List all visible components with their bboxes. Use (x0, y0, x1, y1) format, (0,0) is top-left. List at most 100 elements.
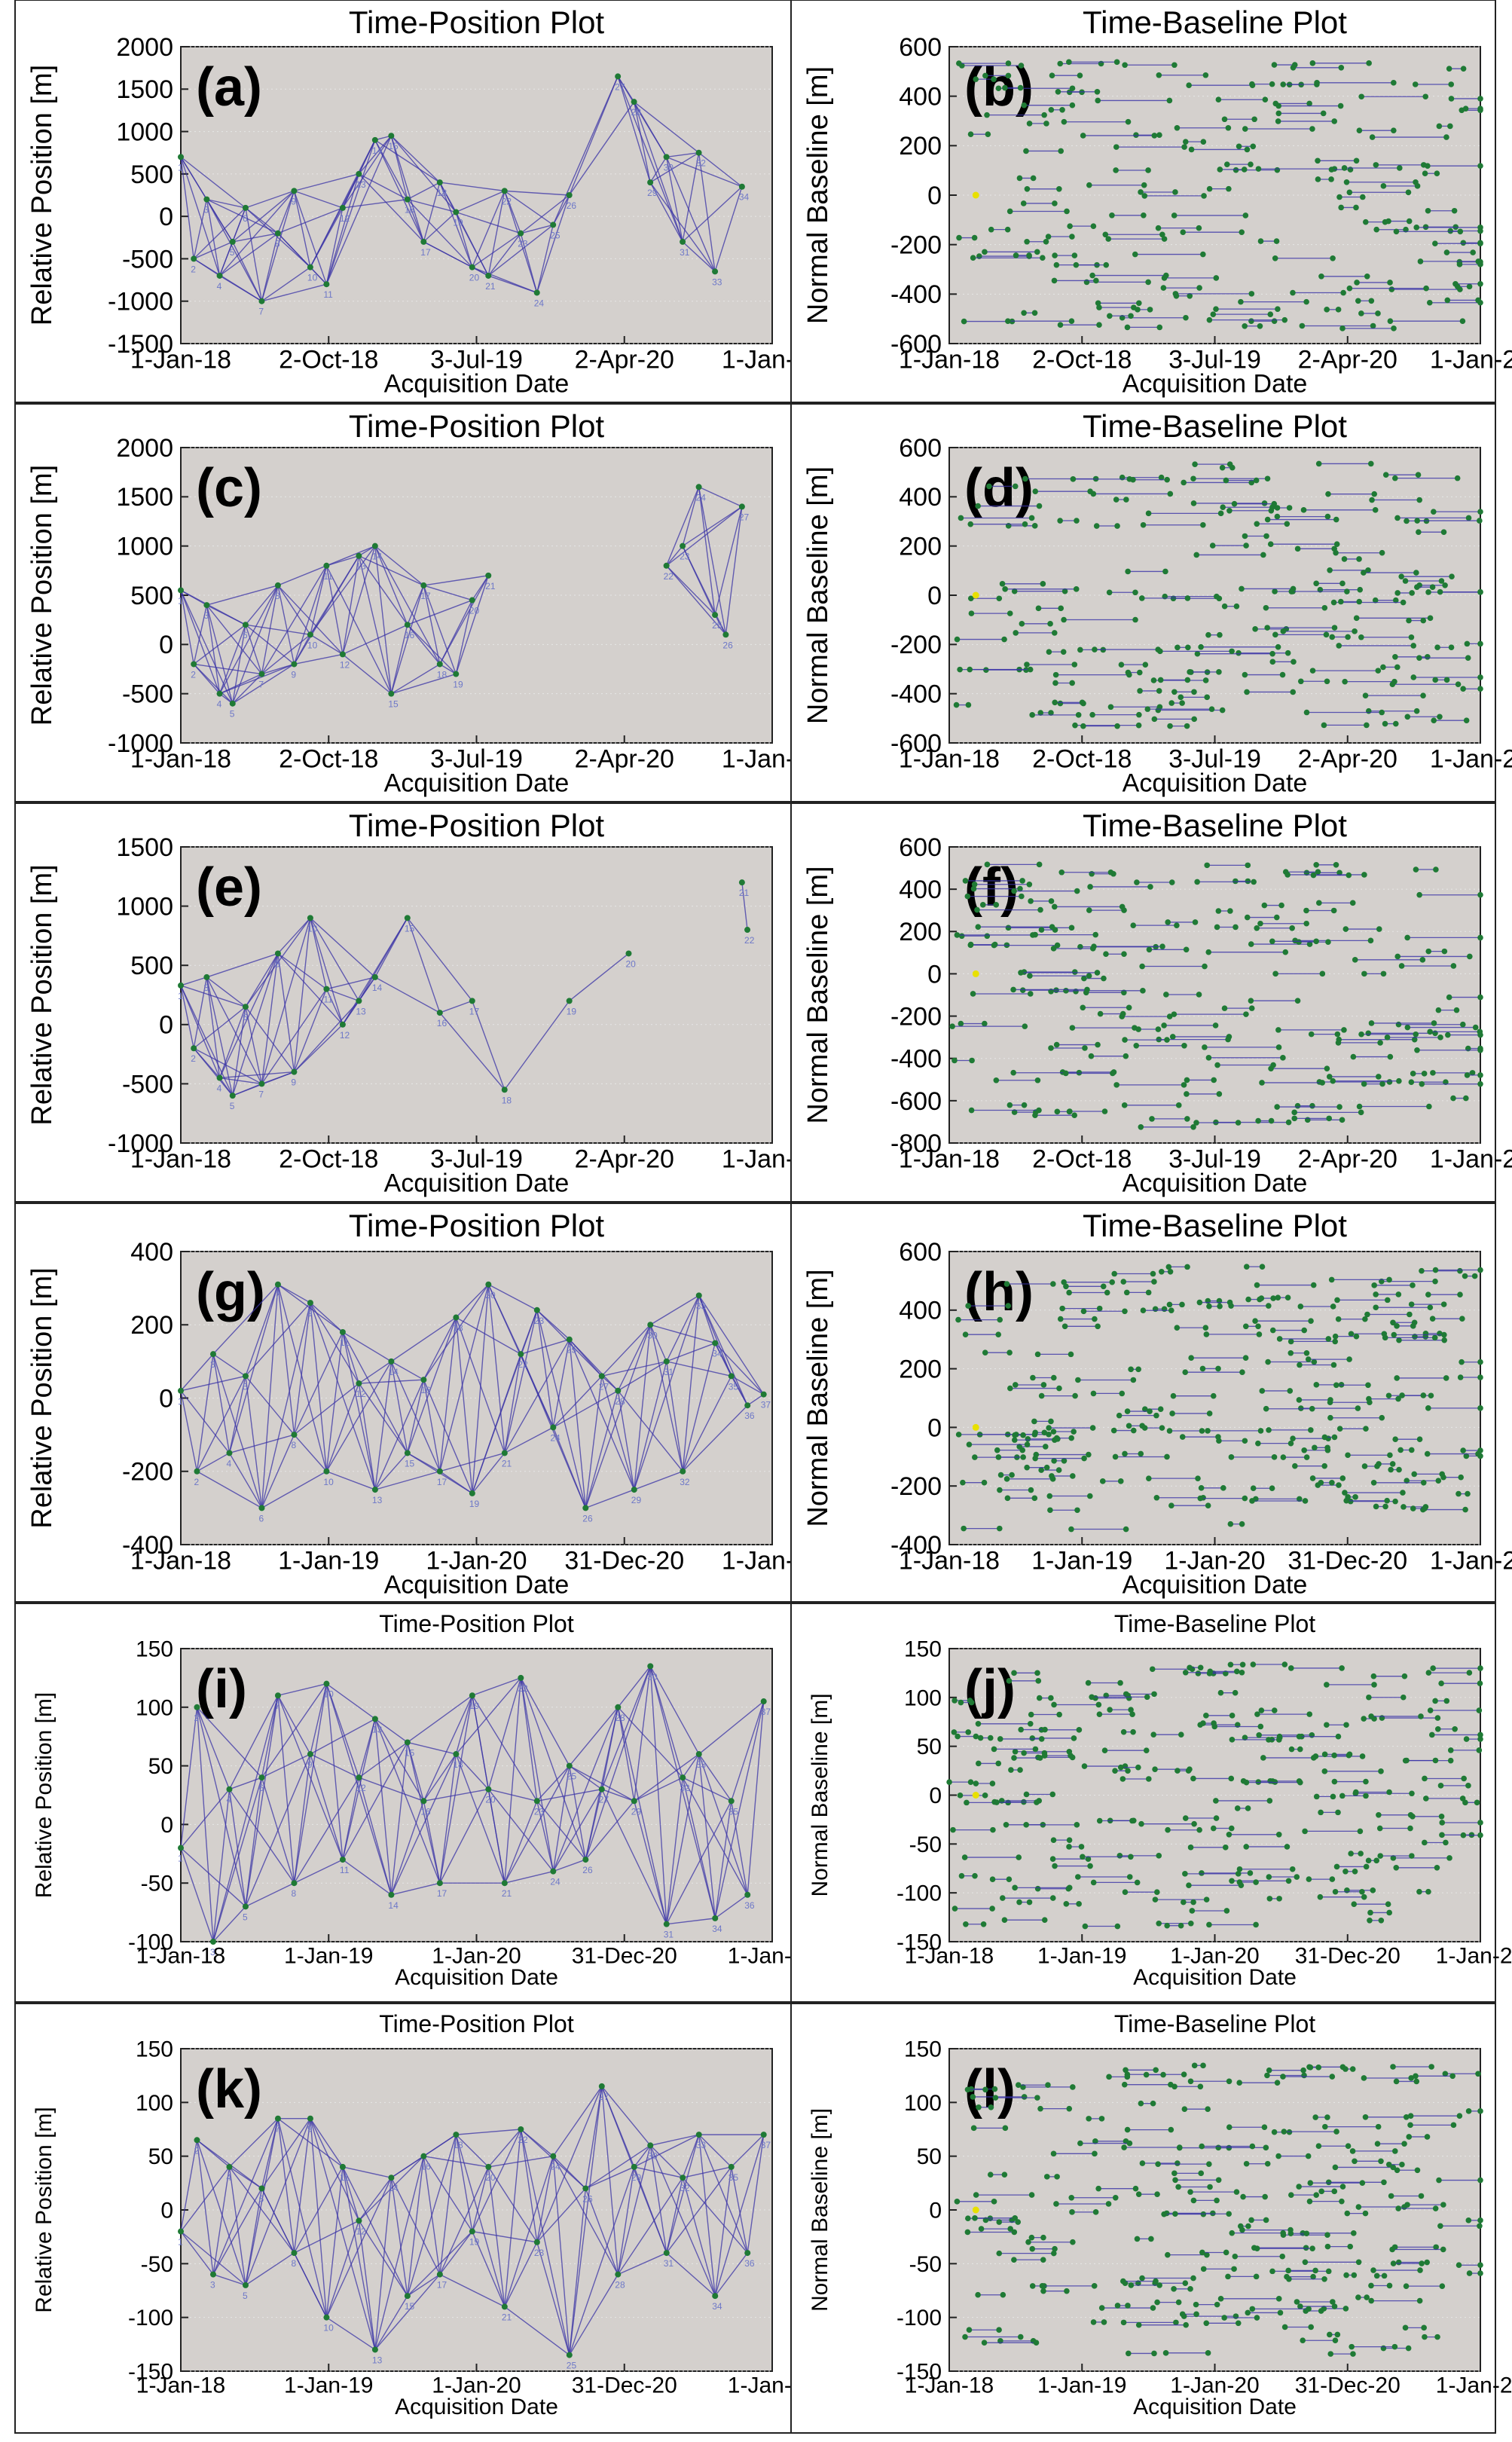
acquisition-node (501, 1450, 508, 1456)
data-marks (953, 460, 1483, 729)
y-tick-label: -200 (890, 1472, 942, 1501)
acquisition-node (339, 204, 346, 211)
acquisition-node (1195, 1670, 1202, 1676)
acquisition-node (1187, 2189, 1193, 2195)
acquisition-node (1459, 1316, 1465, 1322)
acquisition-node (1151, 1279, 1157, 1285)
acquisition-node (1215, 908, 1222, 914)
node-index-label: 18 (453, 2140, 463, 2150)
y-tick-label: 200 (130, 1311, 173, 1340)
acquisition-node (1281, 2129, 1287, 2135)
network-link (325, 1361, 393, 1472)
acquisition-node (1477, 261, 1483, 267)
acquisition-node (1107, 704, 1114, 711)
acquisition-node (1205, 2106, 1211, 2112)
network-link (666, 1918, 716, 1925)
acquisition-node (1386, 1276, 1392, 1283)
x-axis-label: Acquisition Date (384, 1169, 570, 1198)
node-index-label: 11 (340, 2172, 350, 2183)
data-marks (949, 861, 1483, 1130)
network-link (698, 1753, 732, 1802)
y-axis-label: Relative Position [m] (32, 1692, 57, 1898)
x-tick-label: 3-Jul-19 (430, 1145, 523, 1173)
node-index-label: 28 (615, 1713, 625, 1723)
acquisition-node (1239, 1521, 1245, 1527)
acquisition-node (994, 1447, 1000, 1453)
acquisition-node (1183, 2321, 1189, 2328)
network-link (261, 663, 295, 675)
node-index-label: 7 (275, 2124, 280, 2135)
acquisition-node (1319, 970, 1326, 977)
acquisition-node (1210, 2210, 1216, 2217)
network-link (310, 634, 344, 655)
acquisition-node (1270, 1295, 1276, 1301)
network-link (520, 1677, 554, 1872)
acquisition-node (1054, 1108, 1061, 1115)
acquisition-node (420, 1798, 427, 1805)
acquisition-node (1151, 716, 1158, 723)
acquisition-node (1205, 949, 1212, 955)
node-index-label: 22 (744, 935, 755, 946)
network-link (342, 2166, 376, 2350)
acquisition-node (1477, 1028, 1483, 1035)
acquisition-node (1327, 1399, 1333, 1406)
acquisition-node (1437, 1783, 1444, 1789)
acquisition-node (1444, 297, 1451, 304)
node-index-label: 22 (518, 1683, 528, 1694)
acquisition-node (1381, 2179, 1387, 2186)
node-index-label: 14 (388, 1367, 399, 1377)
network-link (455, 1695, 473, 1755)
acquisition-node (1477, 891, 1483, 898)
acquisition-node (1373, 1304, 1379, 1311)
acquisition-node (1329, 1876, 1336, 1882)
acquisition-node (1338, 204, 1344, 211)
network-link (293, 2118, 311, 2254)
acquisition-node (1432, 240, 1438, 247)
y-tick-label: -1000 (108, 729, 173, 758)
network-link (374, 1452, 408, 1490)
y-tick-label: 150 (904, 2037, 942, 2062)
acquisition-node (1173, 2319, 1179, 2326)
data-marks: 1234567891011121314151617181920212223242… (178, 1281, 771, 1524)
network-link (536, 225, 554, 293)
acquisition-node (209, 1939, 216, 1945)
acquisition-node (1477, 2217, 1483, 2223)
acquisition-node (1051, 1457, 1057, 1464)
acquisition-node (680, 2175, 686, 2181)
acquisition-node (1145, 279, 1151, 286)
network-link (180, 1707, 198, 1848)
y-axis-label: Relative Position [m] (26, 1267, 58, 1528)
acquisition-node (1414, 518, 1420, 524)
acquisition-node (1029, 2283, 1036, 2289)
acquisition-node (1068, 1526, 1074, 1533)
acquisition-node (307, 264, 313, 270)
acquisition-node (980, 1921, 987, 1927)
acquisition-node (760, 1391, 767, 1398)
acquisition-node (1068, 2194, 1075, 2201)
network-link (456, 190, 506, 213)
acquisition-node (1200, 2266, 1207, 2272)
acquisition-node (1162, 568, 1168, 575)
acquisition-node (1302, 1498, 1309, 1504)
acquisition-node (1336, 1426, 1343, 1432)
acquisition-node (1448, 81, 1455, 87)
network-link (206, 976, 234, 1096)
chart-title: Time-Baseline Plot (1114, 2010, 1315, 2037)
network-link (439, 1284, 490, 1472)
acquisition-node (1229, 648, 1235, 655)
acquisition-node (1441, 948, 1448, 955)
acquisition-node (1348, 1851, 1354, 1857)
acquisition-node (1035, 1678, 1042, 1684)
network-link (206, 604, 221, 694)
acquisition-node (1290, 689, 1297, 695)
acquisition-node (1138, 2100, 1144, 2107)
acquisition-node (533, 289, 540, 296)
node-index-label: 13 (372, 2355, 383, 2365)
acquisition-node (436, 661, 443, 668)
acquisition-node (1344, 588, 1350, 594)
acquisition-node (1047, 621, 1053, 627)
acquisition-node (1156, 132, 1162, 139)
acquisition-node (1257, 1723, 1264, 1730)
acquisition-node (1441, 1337, 1447, 1343)
network-link (487, 2166, 538, 2243)
